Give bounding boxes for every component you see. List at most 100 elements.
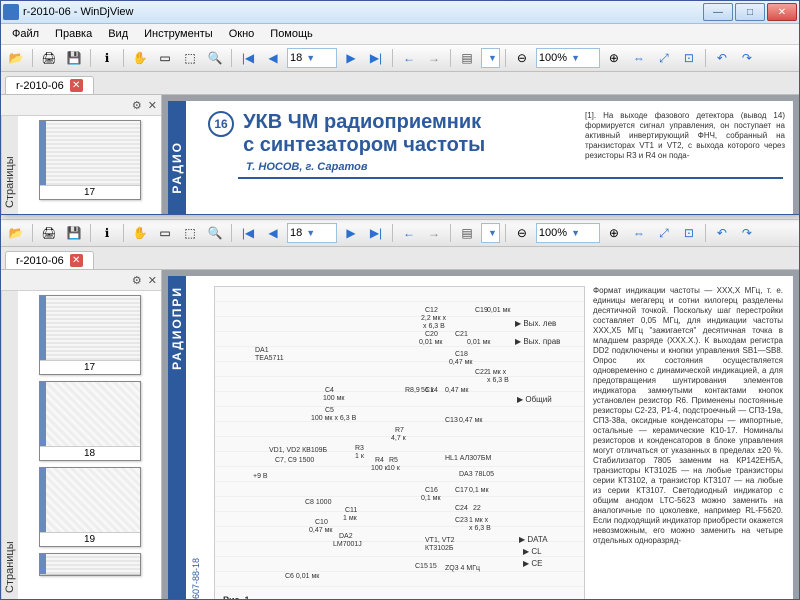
- tab-close-icon[interactable]: ✕: [70, 79, 83, 92]
- schem-label: 0,47 мк: [459, 417, 482, 424]
- rotate-left-icon[interactable]: ↶: [711, 47, 733, 69]
- zoom-out-icon[interactable]: ⊖: [511, 47, 533, 69]
- next-page-icon[interactable]: ▶: [340, 47, 362, 69]
- find-icon[interactable]: ℹ: [96, 47, 118, 69]
- schem-label: VD1, VD2 КВ109Б: [269, 447, 327, 454]
- fit-page-icon[interactable]: ⤢: [653, 47, 675, 69]
- layout-cont-icon[interactable]: ▤: [456, 222, 478, 244]
- marquee-icon[interactable]: ⬚: [179, 222, 201, 244]
- layout-cont-icon[interactable]: ▤: [456, 47, 478, 69]
- tab-document[interactable]: r-2010-06 ✕: [5, 76, 94, 94]
- schem-label: R7: [395, 427, 404, 434]
- page-view[interactable]: РАДИОПРИ тел. 607-88-18Прием статей: mai…: [162, 270, 799, 599]
- hand-icon[interactable]: ✋: [129, 47, 151, 69]
- sidebar-tab-pages[interactable]: Страницы: [1, 291, 18, 599]
- article-number: 16: [208, 111, 234, 137]
- nav-back-icon[interactable]: ←: [398, 47, 420, 69]
- rotate-left-icon[interactable]: ↶: [711, 222, 733, 244]
- sidebar-options-icon[interactable]: ⚙: [132, 274, 142, 287]
- next-page-icon[interactable]: ▶: [340, 222, 362, 244]
- page-view[interactable]: РАДИО 16 УКВ ЧМ радиоприемникс синтезато…: [162, 95, 799, 214]
- zoom-in-icon[interactable]: ⊕: [603, 47, 625, 69]
- first-page-icon[interactable]: |◀: [237, 47, 259, 69]
- thumb-20[interactable]: [39, 553, 141, 576]
- rotate-right-icon[interactable]: ↷: [736, 222, 758, 244]
- menu-help[interactable]: Помощь: [263, 26, 320, 42]
- first-page-icon[interactable]: |◀: [237, 222, 259, 244]
- tab-close-icon[interactable]: ✕: [70, 254, 83, 267]
- menu-file[interactable]: Файл: [5, 26, 46, 42]
- last-page-icon[interactable]: ▶|: [365, 47, 387, 69]
- layout-combo[interactable]: ▼: [481, 48, 500, 68]
- actual-size-icon[interactable]: ⊡: [678, 222, 700, 244]
- schematic-figure: Рис. 1 DA1TEA5711C4100 мкC5100 мк x 6,3 …: [214, 286, 585, 599]
- nav-fwd-icon[interactable]: →: [423, 222, 445, 244]
- menubar: Файл Правка Вид Инструменты Окно Помощь: [1, 24, 799, 45]
- zoom-out-icon[interactable]: ⊖: [511, 222, 533, 244]
- export-icon[interactable]: 💾: [63, 222, 85, 244]
- print-icon[interactable]: 🖨: [38, 222, 60, 244]
- select-icon[interactable]: ▭: [154, 222, 176, 244]
- sidebar-close-icon[interactable]: ✕: [148, 99, 157, 112]
- zoom-in-icon[interactable]: ⊕: [603, 222, 625, 244]
- menu-window[interactable]: Окно: [222, 26, 262, 42]
- select-icon[interactable]: ▭: [154, 47, 176, 69]
- rotate-right-icon[interactable]: ↷: [736, 47, 758, 69]
- menu-edit[interactable]: Правка: [48, 26, 99, 42]
- open-icon[interactable]: 📂: [5, 47, 27, 69]
- marquee-icon[interactable]: ⬚: [179, 47, 201, 69]
- thumb-17[interactable]: 17: [39, 295, 141, 375]
- zoom-icon[interactable]: 🔍: [204, 47, 226, 69]
- hand-icon[interactable]: ✋: [129, 222, 151, 244]
- nav-fwd-icon[interactable]: →: [423, 47, 445, 69]
- menu-view[interactable]: Вид: [101, 26, 135, 42]
- find-icon[interactable]: ℹ: [96, 222, 118, 244]
- sidebar-tab-pages[interactable]: Страницы: [1, 116, 18, 214]
- schem-output-label: ▶ CE: [523, 559, 543, 568]
- tab-document[interactable]: r-2010-06 ✕: [5, 251, 94, 269]
- fit-width-icon[interactable]: ⇔: [628, 222, 650, 244]
- fit-page-icon[interactable]: ⤢: [653, 222, 675, 244]
- schem-label: C21: [455, 331, 468, 338]
- thumbnails[interactable]: 17: [18, 116, 161, 214]
- prev-page-icon[interactable]: ◀: [262, 47, 284, 69]
- print-icon[interactable]: 🖨: [38, 47, 60, 69]
- maximize-button[interactable]: □: [735, 3, 765, 21]
- schem-label: VT1, VT2: [425, 537, 455, 544]
- tab-label: r-2010-06: [16, 80, 64, 92]
- nav-back-icon[interactable]: ←: [398, 222, 420, 244]
- last-page-icon[interactable]: ▶|: [365, 222, 387, 244]
- zoom-icon[interactable]: 🔍: [204, 222, 226, 244]
- close-button[interactable]: ✕: [767, 3, 797, 21]
- schem-output-label: ▶ DATA: [519, 535, 548, 544]
- minimize-button[interactable]: —: [703, 3, 733, 21]
- schem-label: DA3 78L05: [459, 471, 494, 478]
- page-field[interactable]: 18▼: [287, 48, 337, 68]
- schem-label: C7, C9 1500: [275, 457, 314, 464]
- export-icon[interactable]: 💾: [63, 47, 85, 69]
- menu-tools[interactable]: Инструменты: [137, 26, 220, 42]
- prev-page-icon[interactable]: ◀: [262, 222, 284, 244]
- schem-label: C15: [415, 563, 428, 570]
- page-field[interactable]: 18▼: [287, 223, 337, 243]
- schem-label: C4: [325, 387, 334, 394]
- schem-label: 22: [473, 505, 481, 512]
- zoom-field[interactable]: 100%▼: [536, 48, 600, 68]
- sidebar-options-icon[interactable]: ⚙: [132, 99, 142, 112]
- sidebar-close-icon[interactable]: ✕: [148, 274, 157, 287]
- thumb-19[interactable]: 19: [39, 467, 141, 547]
- thumb-18[interactable]: 18: [39, 381, 141, 461]
- thumb-17[interactable]: 17: [39, 120, 141, 200]
- thumbnails[interactable]: 17 18 19: [18, 291, 161, 599]
- actual-size-icon[interactable]: ⊡: [678, 47, 700, 69]
- titlebar[interactable]: r-2010-06 - WinDjView — □ ✕: [1, 1, 799, 24]
- open-icon[interactable]: 📂: [5, 222, 27, 244]
- schem-output-label: ▶ Вых. прав: [515, 337, 560, 346]
- fit-width-icon[interactable]: ⇔: [628, 47, 650, 69]
- sidebar-header: ⚙ ✕: [1, 270, 161, 291]
- layout-combo[interactable]: ▼: [481, 223, 500, 243]
- schem-label: 100 мк: [323, 395, 345, 402]
- zoom-field[interactable]: 100%▼: [536, 223, 600, 243]
- window-bottom: r-2010-06 - WinDjView — □ ✕ Файл Правка …: [0, 175, 800, 600]
- schem-label: C17: [455, 487, 468, 494]
